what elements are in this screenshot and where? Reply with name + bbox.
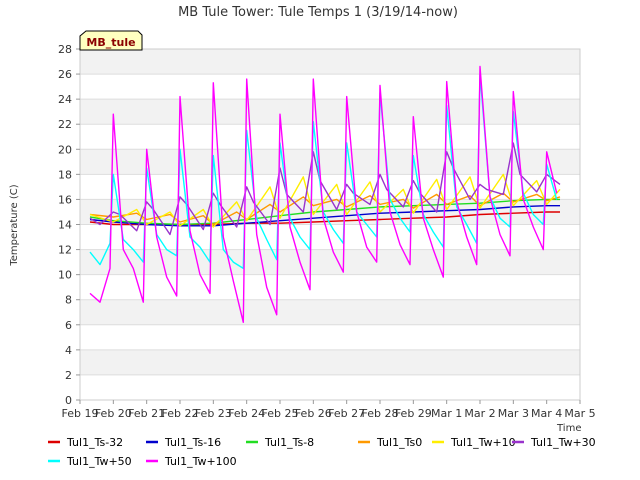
series-line-Tul1_Tw+10 <box>89 173 561 228</box>
x-tick-label: Feb 26 <box>295 407 332 420</box>
legend-item: Tul1_Tw+30 <box>512 436 596 449</box>
legend: Tul1_Ts-32 Tul1_Ts-16 Tul1_Ts-8 Tul1_Ts0 Tul… <box>48 436 596 468</box>
legend-label: Tul1_Tw+50 <box>66 455 132 468</box>
y-tick-label: 8 <box>65 294 72 307</box>
legend-item: Tul1_Ts0 <box>358 436 422 449</box>
y-tick-label: 20 <box>58 143 72 156</box>
x-axis-label: Time <box>556 423 581 434</box>
legend-label: Tul1_Ts-32 <box>66 436 123 449</box>
y-tick-label: 24 <box>58 93 72 106</box>
y-tick-label: 16 <box>58 193 72 206</box>
plot-band <box>80 349 580 375</box>
legend-label: Tul1_Ts0 <box>376 436 422 449</box>
plot-band <box>80 49 580 75</box>
x-tick-label: Feb 20 <box>95 407 132 420</box>
x-tick-label: Feb 25 <box>262 407 299 420</box>
legend-item: Tul1_Tw+50 <box>48 455 132 468</box>
plot-band <box>80 99 580 125</box>
legend-label: Tul1_Tw+30 <box>530 436 596 449</box>
y-tick-label: 12 <box>58 244 72 257</box>
plot-background <box>80 49 580 400</box>
y-tick-label: 26 <box>58 68 72 81</box>
plot-band <box>80 149 580 175</box>
x-tick-label: Feb 24 <box>228 407 265 420</box>
x-tick-label: Feb 23 <box>195 407 232 420</box>
chart-title: MB Tule Tower: Tule Temps 1 (3/19/14-now… <box>178 5 458 20</box>
plot-band <box>80 274 580 300</box>
x-tick-label: Feb 21 <box>128 407 165 420</box>
y-axis-label: Temperature (C) <box>9 184 20 266</box>
x-tick-label: Mar 2 <box>464 407 495 420</box>
badge-shape <box>79 30 143 51</box>
plot-band <box>80 124 580 150</box>
plot-band <box>80 299 580 325</box>
plot-band <box>80 374 580 400</box>
x-tick-label: Mar 5 <box>564 407 595 420</box>
series-line-Tul1_Ts0 <box>89 192 561 226</box>
y-tick-label: 2 <box>65 369 72 382</box>
y-tick-label: 4 <box>65 344 72 357</box>
x-tick-label: Feb 28 <box>362 407 399 420</box>
legend-item: Tul1_Tw+10 <box>432 436 516 449</box>
legend-label: Tul1_Tw+10 <box>450 436 516 449</box>
x-tick-label: Mar 3 <box>498 407 529 420</box>
plot-band <box>80 74 580 100</box>
y-tick-label: 14 <box>58 219 72 232</box>
station-badge: MB_tule <box>79 30 143 51</box>
legend-item: Tul1_Tw+100 <box>146 455 237 468</box>
x-tick-label: Feb 22 <box>162 407 199 420</box>
legend-label: Tul1_Ts-8 <box>264 436 314 449</box>
y-tick-label: 22 <box>58 118 72 131</box>
plot-band <box>80 174 580 200</box>
x-tick-label: Feb 19 <box>62 407 99 420</box>
x-tick-label: Feb 27 <box>328 407 365 420</box>
y-tick-label: 6 <box>65 319 72 332</box>
x-tick-label: Feb 29 <box>395 407 432 420</box>
legend-item: Tul1_Ts-8 <box>246 436 314 449</box>
series-layer <box>89 65 561 323</box>
x-tick-label: Mar 4 <box>531 407 562 420</box>
plot-band <box>80 324 580 350</box>
series-line-Tul1_Tw+100 <box>89 65 558 323</box>
legend-label: Tul1_Ts-16 <box>164 436 221 449</box>
legend-item: Tul1_Ts-32 <box>48 436 123 449</box>
y-tick-label: 28 <box>58 43 72 56</box>
plot-band <box>80 249 580 275</box>
y-tick-label: 0 <box>65 394 72 407</box>
legend-item: Tul1_Ts-16 <box>146 436 221 449</box>
legend-label: Tul1_Tw+100 <box>164 455 237 468</box>
y-tick-label: 10 <box>58 269 72 282</box>
y-tick-label: 18 <box>58 168 72 181</box>
x-tick-label: Mar 1 <box>431 407 462 420</box>
badge-label: MB_tule <box>86 36 135 49</box>
